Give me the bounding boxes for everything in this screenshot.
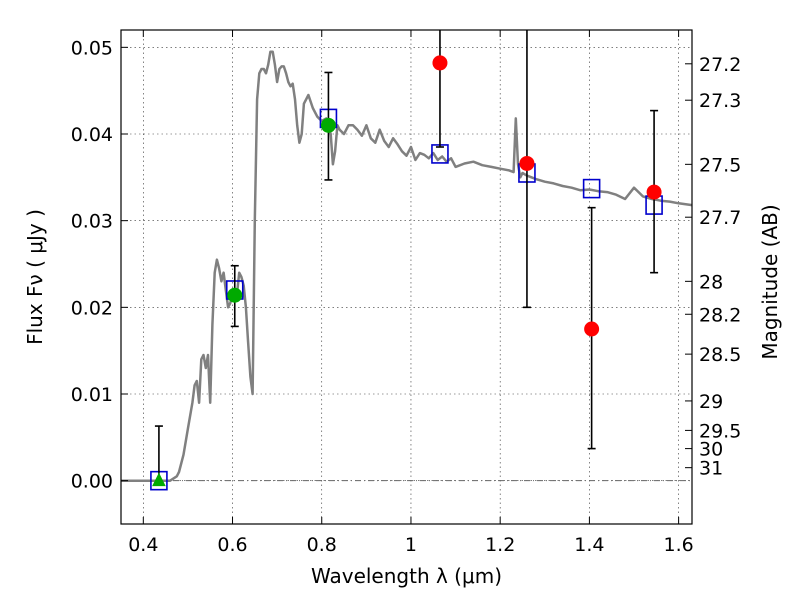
x-tick-label: 0.6 [217,534,247,556]
data-points [150,30,663,491]
plot-frame [120,29,693,525]
y-tick-label: 0.05 [71,37,113,59]
x-tick-label: 1.6 [664,534,694,556]
right-tick-label: 28.5 [699,344,741,366]
right-tick-label: 31 [699,458,723,480]
detection-triangle [152,472,166,487]
photometry-point-red [584,321,600,337]
right-tick-label: 27.3 [699,90,741,112]
photometry-point-green [227,287,243,303]
x-axis-label: Wavelength λ (μm) [311,564,502,588]
model-band-square [582,178,601,199]
right-tick-label: 29 [699,391,723,413]
y-tick-label: 0.04 [71,124,113,146]
x-tick-label: 1.4 [574,534,604,556]
photometry-point-red [646,184,662,200]
x-tick-label: 0.4 [128,534,158,556]
x-tick-label: 1 [405,534,417,556]
y-axis-label: Flux Fν ( μJy ) [23,209,47,345]
right-axis-label: Magnitude (AB) [758,204,782,359]
right-tick-label: 29.5 [699,420,741,442]
right-tick-label: 27.5 [699,154,741,176]
right-tick-label: 30 [699,439,723,461]
x-tick-label: 1.2 [485,534,515,556]
right-tick-label: 27.2 [699,54,741,76]
y-tick-label: 0.02 [71,297,113,319]
photometry-point-green [320,117,336,133]
y-tick-label: 0.03 [71,211,113,233]
y-tick-label: 0.01 [71,384,113,406]
y-tick-label: 0.00 [71,471,113,493]
axis-ticks: 0.4 0.6 0.8 1 1.2 1.4 1.6 0.00 0.01 0.02 0.03 0.04 0… [71,30,741,556]
right-tick-label: 28.2 [699,304,741,326]
x-tick-label: 0.8 [307,534,337,556]
photometry-point-red [519,155,535,171]
right-tick-label: 28 [699,271,723,293]
right-tick-label: 27.7 [699,207,741,229]
photometry-point-red [432,55,448,71]
